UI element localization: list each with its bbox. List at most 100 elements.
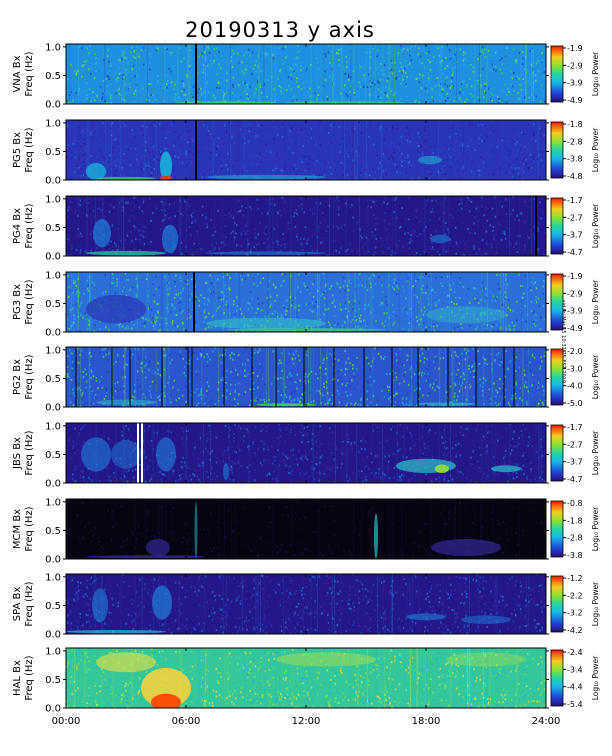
spectral-feature [93,218,111,248]
spectral-feature [86,250,166,256]
colorbar-tick-label: -2.7 [567,440,583,449]
y-axis-label: Freq (Hz) [24,51,35,96]
panel-pg4-bx: 0.0 0.5 1.0 PG4 Bx Freq (Hz) -1.7 -2.7 -3.7 -4.7… [12,194,600,262]
y-tick-label: 1.0 [45,270,61,281]
panel-pg5-bx: 0.0 0.5 1.0 PG5 Bx Freq (Hz) -1.8 -2.8 -3.8 -4.8… [12,118,600,186]
y-tick-label: 0.0 [45,479,61,490]
colorbar-tick-label: -2.4 [567,648,583,657]
colorbar-label: Log₁₀ Power [591,354,600,399]
colorbar-tick-label: -4.9 [567,324,583,333]
y-tick-label: 0.0 [45,555,61,566]
panel-vna-bx: 0.0 0.5 1.0 VNA Bx Freq (Hz) -1.9 -2.9 -3.9 -4.9… [12,42,600,110]
panel-pg3-bx: 0.0 0.5 1.0 PG3 Bx Freq (Hz) -1.9 -2.9 -3.9 -4.9… [12,270,600,338]
spectrogram-texture [66,499,542,559]
colorbar-tick-label: -1.7 [567,423,583,432]
colorbar-tick-label: -2.0 [567,347,583,356]
colorbar-tick-label: -3.7 [567,458,583,467]
y-tick-label: 1.0 [45,194,61,205]
station-label: VNA Bx [12,55,23,92]
colorbar [550,575,564,633]
spectral-feature [96,176,156,180]
y-tick-label: 0.0 [45,630,61,641]
spectral-feature [152,585,172,620]
station-label: PG2 Bx [12,359,23,395]
colorbar [550,197,564,255]
spectral-feature [276,652,376,667]
spectrogram-texture [66,347,546,407]
spectral-feature [146,539,170,557]
colorbar-tick-label: -3.8 [567,155,583,164]
colorbar-tick-label: -2.9 [567,289,583,298]
colorbar-label: Log₁₀ Power [591,506,600,551]
spectral-feature [206,317,326,330]
spectrogram-background [66,196,546,256]
colorbar-tick-label: -1.7 [567,196,583,205]
colorbar-tick-label: -3.8 [567,551,583,560]
y-tick-label: 0.0 [45,403,61,414]
colorbar [550,500,564,558]
colorbar-tick-label: -3.2 [567,609,583,618]
colorbar-tick-label: -2.8 [567,137,583,146]
y-tick-label: 0.5 [45,526,61,537]
colorbar-label: Log₁₀ Power [591,203,600,248]
colorbar-tick-label: -4.9 [567,96,583,105]
colorbar-tick-label: -5.4 [567,700,583,709]
colorbar-tick-label: -4.8 [567,172,583,181]
y-tick-label: 0.0 [45,100,61,111]
spectral-feature [374,513,378,559]
spectral-feature [96,399,156,406]
y-axis-label: Freq (Hz) [24,655,35,700]
spectral-feature [194,501,198,559]
chart-title: 20190313 y axis [185,18,375,42]
spectral-feature [461,615,511,624]
x-tick-label: 24:00 [532,716,561,727]
y-tick-label: 0.5 [45,223,61,234]
y-tick-label: 1.0 [45,345,61,356]
y-tick-label: 0.5 [45,450,61,461]
y-axis-label: Freq (Hz) [24,430,35,475]
colorbar-tick-label: -2.7 [567,213,583,222]
y-axis-label: Freq (Hz) [24,279,35,324]
station-label: HAL Bx [12,660,23,696]
colorbar-tick-label: -2.9 [567,61,583,70]
colorbar-label: Log₁₀ Power [591,581,600,626]
spectral-feature [406,613,446,621]
y-tick-label: 1.0 [45,118,61,129]
spectral-feature [66,630,166,634]
y-tick-label: 0.5 [45,675,61,686]
spectral-feature [81,437,111,472]
spectral-feature [206,251,326,255]
x-tick-label: 18:00 [412,716,441,727]
spectral-feature [86,162,106,180]
spectrogram-texture [66,44,546,104]
y-tick-label: 0.0 [45,704,61,715]
colorbar-tick-label: -4.7 [567,475,583,484]
colorbar-tick-label: -3.9 [567,79,583,88]
station-label: JBS Bx [12,437,23,470]
spectral-feature [416,402,476,406]
spectral-feature [96,652,156,673]
y-tick-label: 0.5 [45,71,61,82]
x-tick-label: 12:00 [292,716,321,727]
spectral-feature [418,155,442,165]
colorbar-tick-label: -4.2 [567,626,583,635]
spectral-feature [151,693,181,708]
colorbar-tick-label: -3.0 [567,364,583,373]
colorbar-label: Log₁₀ Power [591,430,600,475]
colorbar [550,45,564,103]
panel-hal-bx: 0.0 0.5 1.0 HAL Bx Freq (Hz) -2.4 -3.4 -4.4 -5.4… [12,646,600,714]
spectral-feature [286,101,406,104]
colorbar [550,424,564,482]
colorbar-tick-label: -1.9 [567,272,583,281]
x-tick-label: 00:00 [52,716,81,727]
colorbar-tick-label: -1.9 [567,44,583,53]
spectral-feature [491,465,521,473]
colorbar-tick-label: -3.9 [567,307,583,316]
y-tick-label: 1.0 [45,646,61,657]
spectral-feature [86,555,206,559]
y-axis-label: Freq (Hz) [24,354,35,399]
y-tick-label: 0.5 [45,601,61,612]
spectral-feature [111,440,141,469]
y-tick-label: 1.0 [45,42,61,53]
